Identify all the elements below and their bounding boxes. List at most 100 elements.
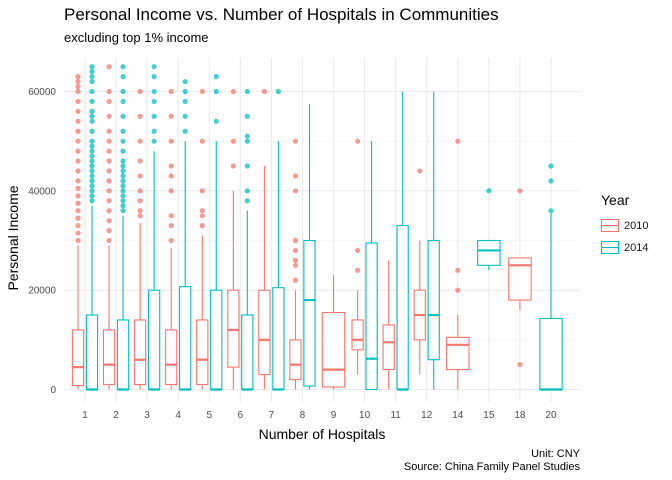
- outlier-2010-2: [106, 64, 112, 70]
- outlier-2010-1: [75, 237, 81, 244]
- outlier-2010-8: [292, 247, 299, 254]
- outlier-2010-8: [292, 277, 299, 283]
- outlier-2010-1: [75, 148, 81, 154]
- legend-item-2014: 2014: [601, 241, 648, 254]
- outlier-2014-20: [548, 178, 554, 184]
- outlier-2014-2: [120, 188, 126, 194]
- outlier-2010-2: [106, 218, 112, 224]
- outlier-2014-7: [275, 88, 281, 95]
- x-tick-label: 14: [452, 410, 464, 421]
- outlier-2010-8: [292, 173, 299, 179]
- outlier-2010-1: [75, 193, 81, 199]
- box-2014-11: [396, 225, 409, 391]
- box-2014-20: [539, 317, 563, 391]
- legend-key-2010: [601, 219, 619, 232]
- outlier-2014-2: [120, 158, 126, 164]
- outlier-2014-5: [213, 74, 219, 80]
- outlier-2014-1: [89, 158, 95, 164]
- outlier-2014-2: [120, 74, 126, 80]
- x-axis-title: Number of Hospitals: [259, 426, 386, 442]
- box-2010-18: [508, 257, 532, 301]
- box-2014-6: [241, 314, 254, 391]
- box-2014-5: [210, 289, 223, 391]
- outlier-2010-4: [168, 88, 174, 95]
- outlier-2010-3: [137, 213, 143, 219]
- outlier-2014-1: [89, 143, 95, 149]
- outlier-2010-1: [75, 223, 81, 229]
- outlier-2010-1: [75, 118, 81, 124]
- outlier-2010-1: [75, 78, 81, 85]
- legend-title: Year: [601, 192, 630, 208]
- outlier-2010-5: [199, 88, 205, 95]
- x-tick-label: 3: [144, 410, 150, 421]
- box-2010-14: [446, 336, 470, 371]
- outlier-2014-2: [120, 193, 126, 199]
- outlier-2010-1: [75, 208, 81, 214]
- outlier-2014-1: [89, 108, 95, 114]
- x-tick-label: 15: [483, 410, 495, 421]
- outlier-2010-2: [106, 98, 112, 105]
- outlier-2014-1: [89, 168, 95, 174]
- outlier-2010-6: [230, 138, 236, 144]
- box-2010-1: [71, 329, 85, 387]
- outlier-2014-4: [182, 128, 188, 134]
- outlier-2014-6: [244, 138, 250, 144]
- outlier-2014-6: [244, 198, 250, 204]
- legend-label-2014: 2014: [624, 241, 649, 254]
- caption-unit: Unit: CNY: [531, 448, 580, 460]
- outlier-2010-1: [75, 83, 81, 90]
- outlier-2014-2: [120, 113, 126, 119]
- outlier-2014-3: [151, 113, 157, 119]
- outlier-2014-1: [89, 188, 95, 194]
- outlier-2014-1: [89, 78, 95, 85]
- outlier-2010-2: [106, 158, 112, 164]
- outlier-2010-3: [137, 198, 143, 204]
- chart-title: Personal Income vs. Number of Hospitals …: [64, 5, 499, 24]
- outlier-2014-4: [182, 78, 188, 85]
- box-2010-5: [196, 319, 209, 386]
- outlier-2014-2: [120, 198, 126, 204]
- outlier-2014-2: [120, 173, 126, 179]
- x-tick-label: 11: [390, 410, 401, 421]
- box-2014-2: [116, 319, 130, 391]
- outlier-2010-5: [199, 138, 205, 144]
- outlier-2010-14: [455, 138, 461, 144]
- outlier-2010-5: [199, 208, 205, 214]
- y-tick-label: 60000: [28, 87, 56, 98]
- x-tick-label: 10: [359, 410, 371, 421]
- box-2010-2: [102, 329, 116, 386]
- outlier-2014-15: [486, 188, 492, 194]
- x-tick-label: 7: [269, 410, 275, 421]
- box-2014-7: [272, 287, 285, 391]
- outlier-2014-3: [151, 138, 157, 144]
- outlier-2010-12: [417, 168, 423, 174]
- outlier-2014-1: [89, 193, 95, 199]
- outlier-2010-8: [292, 138, 299, 144]
- x-tick-label: 8: [300, 410, 306, 421]
- outlier-2010-8: [292, 188, 299, 194]
- outlier-2010-4: [168, 213, 174, 219]
- outlier-2010-1: [75, 128, 81, 134]
- legend-label-2010: 2010: [624, 219, 649, 232]
- outlier-2010-3: [137, 188, 143, 194]
- outlier-2014-2: [120, 178, 126, 184]
- box-2014-3: [147, 289, 161, 391]
- outlier-2010-3: [137, 113, 143, 119]
- outlier-2010-4: [168, 237, 174, 244]
- outlier-2010-6: [230, 88, 236, 95]
- outlier-2010-3: [137, 138, 143, 144]
- legend-key-2014: [601, 241, 619, 254]
- outlier-2014-6: [244, 113, 250, 119]
- outlier-2010-2: [106, 198, 112, 204]
- box-2010-10: [351, 319, 364, 351]
- outlier-2010-1: [75, 158, 81, 164]
- outlier-2010-2: [106, 168, 112, 174]
- x-tick-label: 2: [113, 410, 119, 421]
- outlier-2014-2: [120, 148, 126, 154]
- box-2010-9: [321, 311, 346, 388]
- outlier-2014-3: [151, 128, 157, 134]
- outlier-2010-4: [168, 173, 174, 179]
- outlier-2010-1: [75, 230, 81, 236]
- outlier-2014-1: [89, 118, 95, 124]
- outlier-2010-1: [75, 98, 81, 105]
